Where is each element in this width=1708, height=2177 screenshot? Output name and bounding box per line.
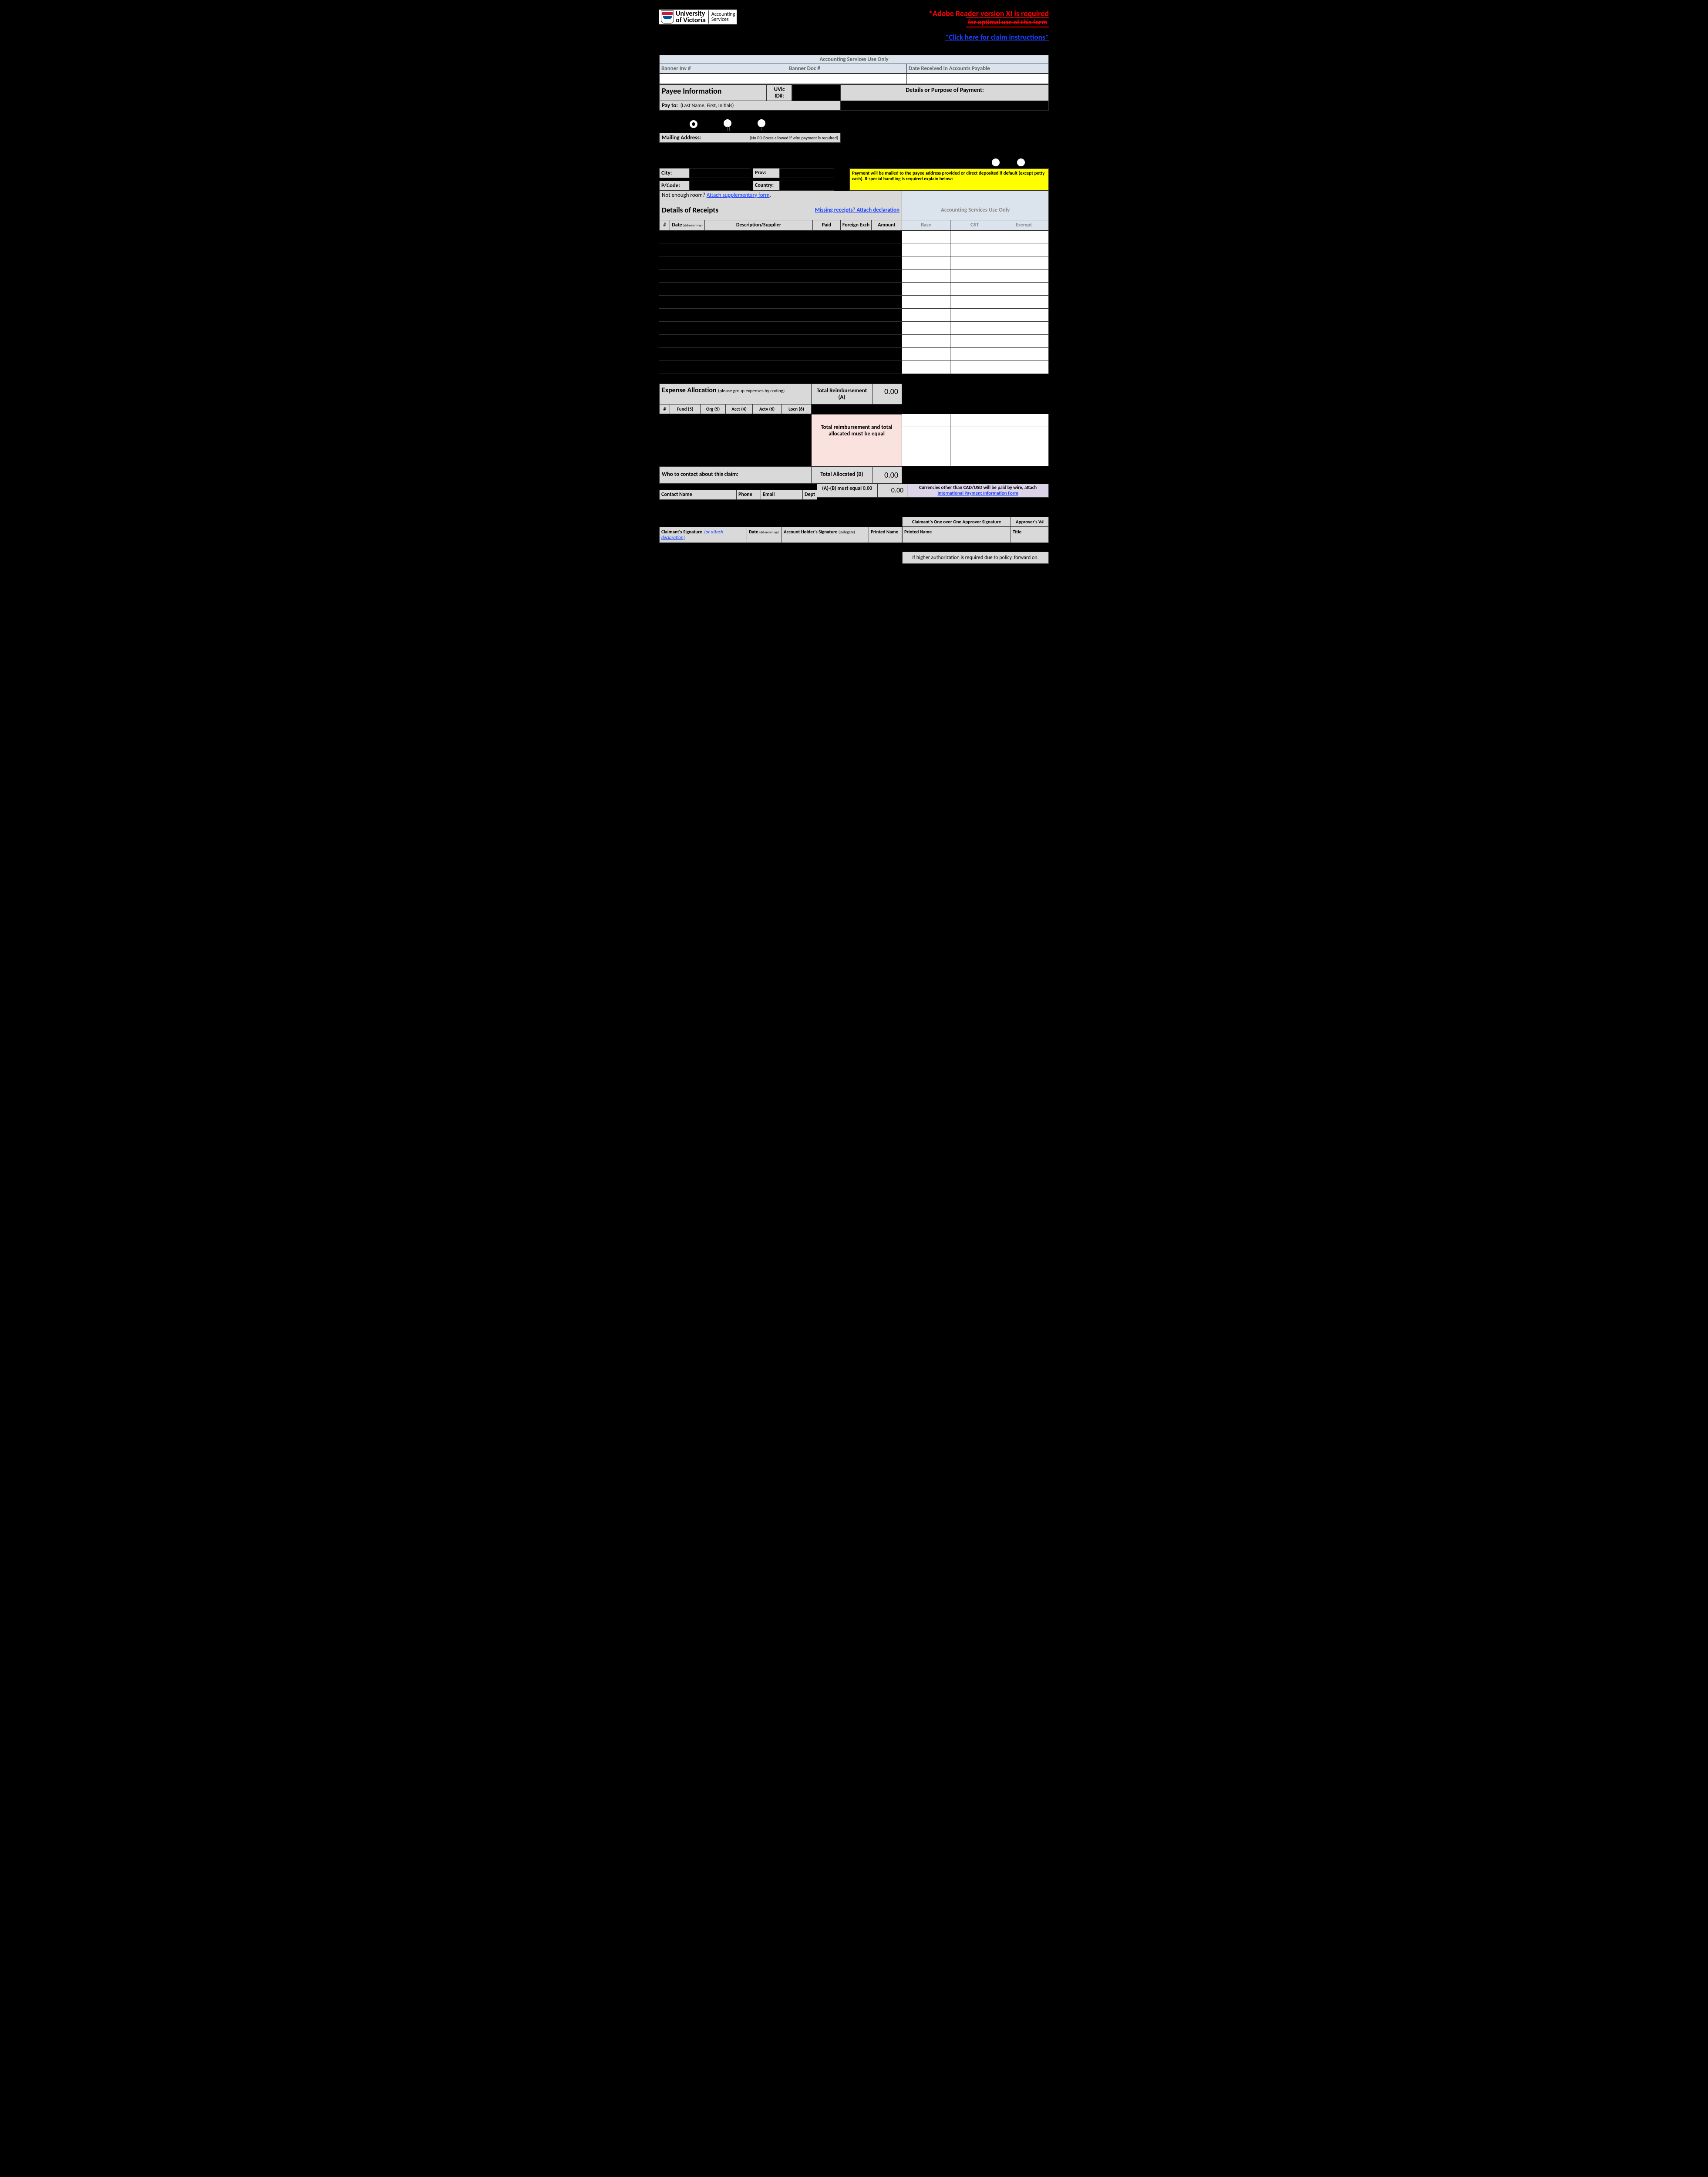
printed-name-label: Printed Name [869, 527, 902, 543]
printed-name-2-label: Printed Name [902, 527, 1011, 543]
foal-locn: Locn (6) [782, 404, 812, 414]
col-base: Base [902, 220, 950, 230]
intl-payment-form-link[interactable]: International Payment Information Form [937, 490, 1018, 496]
date-received-label: Date Received in Accounts Payable [907, 64, 1049, 73]
country-field[interactable] [779, 181, 834, 191]
title-label: Title [1011, 527, 1049, 543]
col-num: # [659, 220, 670, 230]
receipt-row[interactable] [659, 309, 1049, 322]
univ-line2: of Victoria [676, 17, 706, 24]
city-field[interactable] [689, 168, 750, 178]
adobe-notice-sub: for optimal use of this form [966, 17, 1049, 27]
total-alloc-label: Total Allocated (B) [812, 466, 873, 484]
col-paid: Paid [813, 220, 841, 230]
alloc-input-area[interactable] [659, 414, 812, 466]
pcode-label: P/Code: [659, 181, 690, 191]
purpose-field[interactable] [841, 101, 1049, 111]
receipt-row[interactable] [659, 335, 1049, 348]
receipt-row[interactable] [659, 256, 1049, 270]
col-fx: Foreign Exch [841, 220, 872, 230]
foal-fund: Fund (5) [670, 404, 701, 414]
receipt-row[interactable] [659, 230, 1049, 243]
receipt-row[interactable] [659, 283, 1049, 296]
footer-note: If higher authorization is required due … [902, 552, 1049, 564]
pcode-field[interactable] [689, 181, 750, 191]
claimant-sig-label: Claimant's Signature (or attach declarat… [659, 527, 747, 543]
currency-notice: Currencies other than CAD/USD will be pa… [907, 484, 1049, 498]
purpose-label: Details or Purpose of Payment: [841, 84, 1049, 101]
handling-radio-2[interactable] [1017, 158, 1025, 166]
missing-receipts-link[interactable]: Missing receipts? Attach declaration [815, 207, 899, 213]
banner-doc-field[interactable] [787, 74, 907, 84]
alloc-row[interactable] [902, 427, 1049, 440]
banner-inv-label: Banner Inv # [660, 64, 787, 73]
payee-type-radio-1[interactable] [690, 120, 697, 128]
country-label: Country: [753, 181, 780, 191]
acct-holder-sig-label: Account Holder's Signature (Delegate) [782, 527, 869, 543]
contact-phone-label: Phone [737, 490, 761, 500]
details-receipts-header: Details of Receipts [662, 206, 718, 215]
payto-label: Pay to: (Last Name, First, Initials) [659, 101, 841, 111]
total-reimb-value: 0.00 [873, 384, 902, 404]
supp-text: Not enough room? Attach supplementary fo… [662, 192, 771, 199]
banner-doc-label: Banner Doc # [787, 64, 907, 73]
ab-diff-value: 0.00 [878, 484, 907, 498]
expense-alloc-header: Expense Allocation (please group expense… [659, 384, 812, 404]
contact-name-label: Contact Name [659, 490, 737, 500]
acct-use-only-2: Accounting Services Use Only [902, 200, 1049, 220]
col-desc: Description/Supplier [705, 220, 813, 230]
foal-acct: Acct (4) [726, 404, 753, 414]
col-gst: GST [950, 220, 999, 230]
mailing-label: Mailing Address: (No PO Boxes allowed if… [659, 133, 841, 143]
col-exempt: Exempt [999, 220, 1049, 230]
contact-dept-label: Dept [803, 490, 817, 500]
approver-sig-label: Claimant's One over One Approver Signatu… [902, 517, 1011, 527]
contact-email-label: Email [761, 490, 803, 500]
uvic-id-field[interactable] [792, 84, 841, 101]
who-contact-label: Who to contact about this claim: [659, 466, 812, 484]
pink-notice: Total reimbursement and total allocated … [812, 414, 902, 466]
receipt-row[interactable] [659, 296, 1049, 309]
receipt-row[interactable] [659, 270, 1049, 283]
handling-radio-1[interactable] [992, 158, 1000, 166]
banner-inv-field[interactable] [660, 74, 787, 84]
alloc-row[interactable] [902, 414, 1049, 427]
adobe-notice: *Adobe Reader version XI is required [929, 10, 1049, 18]
receipt-row[interactable] [659, 361, 1049, 374]
col-date: Date (dd-mmm-yy) [670, 220, 705, 230]
foal-num: # [659, 404, 670, 414]
city-label: City: [659, 168, 690, 178]
total-alloc-value: 0.00 [873, 466, 902, 484]
date-received-field[interactable] [907, 74, 1049, 84]
foal-org: Org (5) [701, 404, 726, 414]
sig-date-label: Date (dd-mmm-yy) [747, 527, 782, 543]
col-amt: Amount [872, 220, 902, 230]
alloc-row[interactable] [902, 453, 1049, 466]
receipt-row[interactable] [659, 322, 1049, 335]
acct-use-only-header: Accounting Services Use Only [659, 55, 1049, 64]
uvic-id-label: UVic ID#: [767, 84, 792, 101]
prov-field[interactable] [779, 168, 834, 178]
ab-diff-label: (A)-(B) must equal 0.00 [817, 484, 878, 498]
prov-label: Prov: [753, 168, 780, 178]
alloc-row[interactable] [902, 440, 1049, 453]
approver-v-label: Approver's V# [1011, 517, 1049, 527]
dept-line2: Services [711, 17, 735, 22]
payee-info-header: Payee Information [659, 84, 767, 101]
receipt-row[interactable] [659, 348, 1049, 361]
handling-notice: Payment will be mailed to the payee addr… [849, 168, 1049, 191]
total-reimb-label: Total Reimbursement (A) [812, 384, 873, 404]
receipt-row[interactable] [659, 243, 1049, 256]
claim-instructions-link[interactable]: *Click here for claim instructions* [929, 33, 1049, 42]
foal-actv: Actv (6) [753, 404, 782, 414]
uvic-logo: University of Victoria Accounting Servic… [659, 10, 737, 24]
supp-form-link[interactable]: Attach supplementary form [707, 192, 770, 199]
